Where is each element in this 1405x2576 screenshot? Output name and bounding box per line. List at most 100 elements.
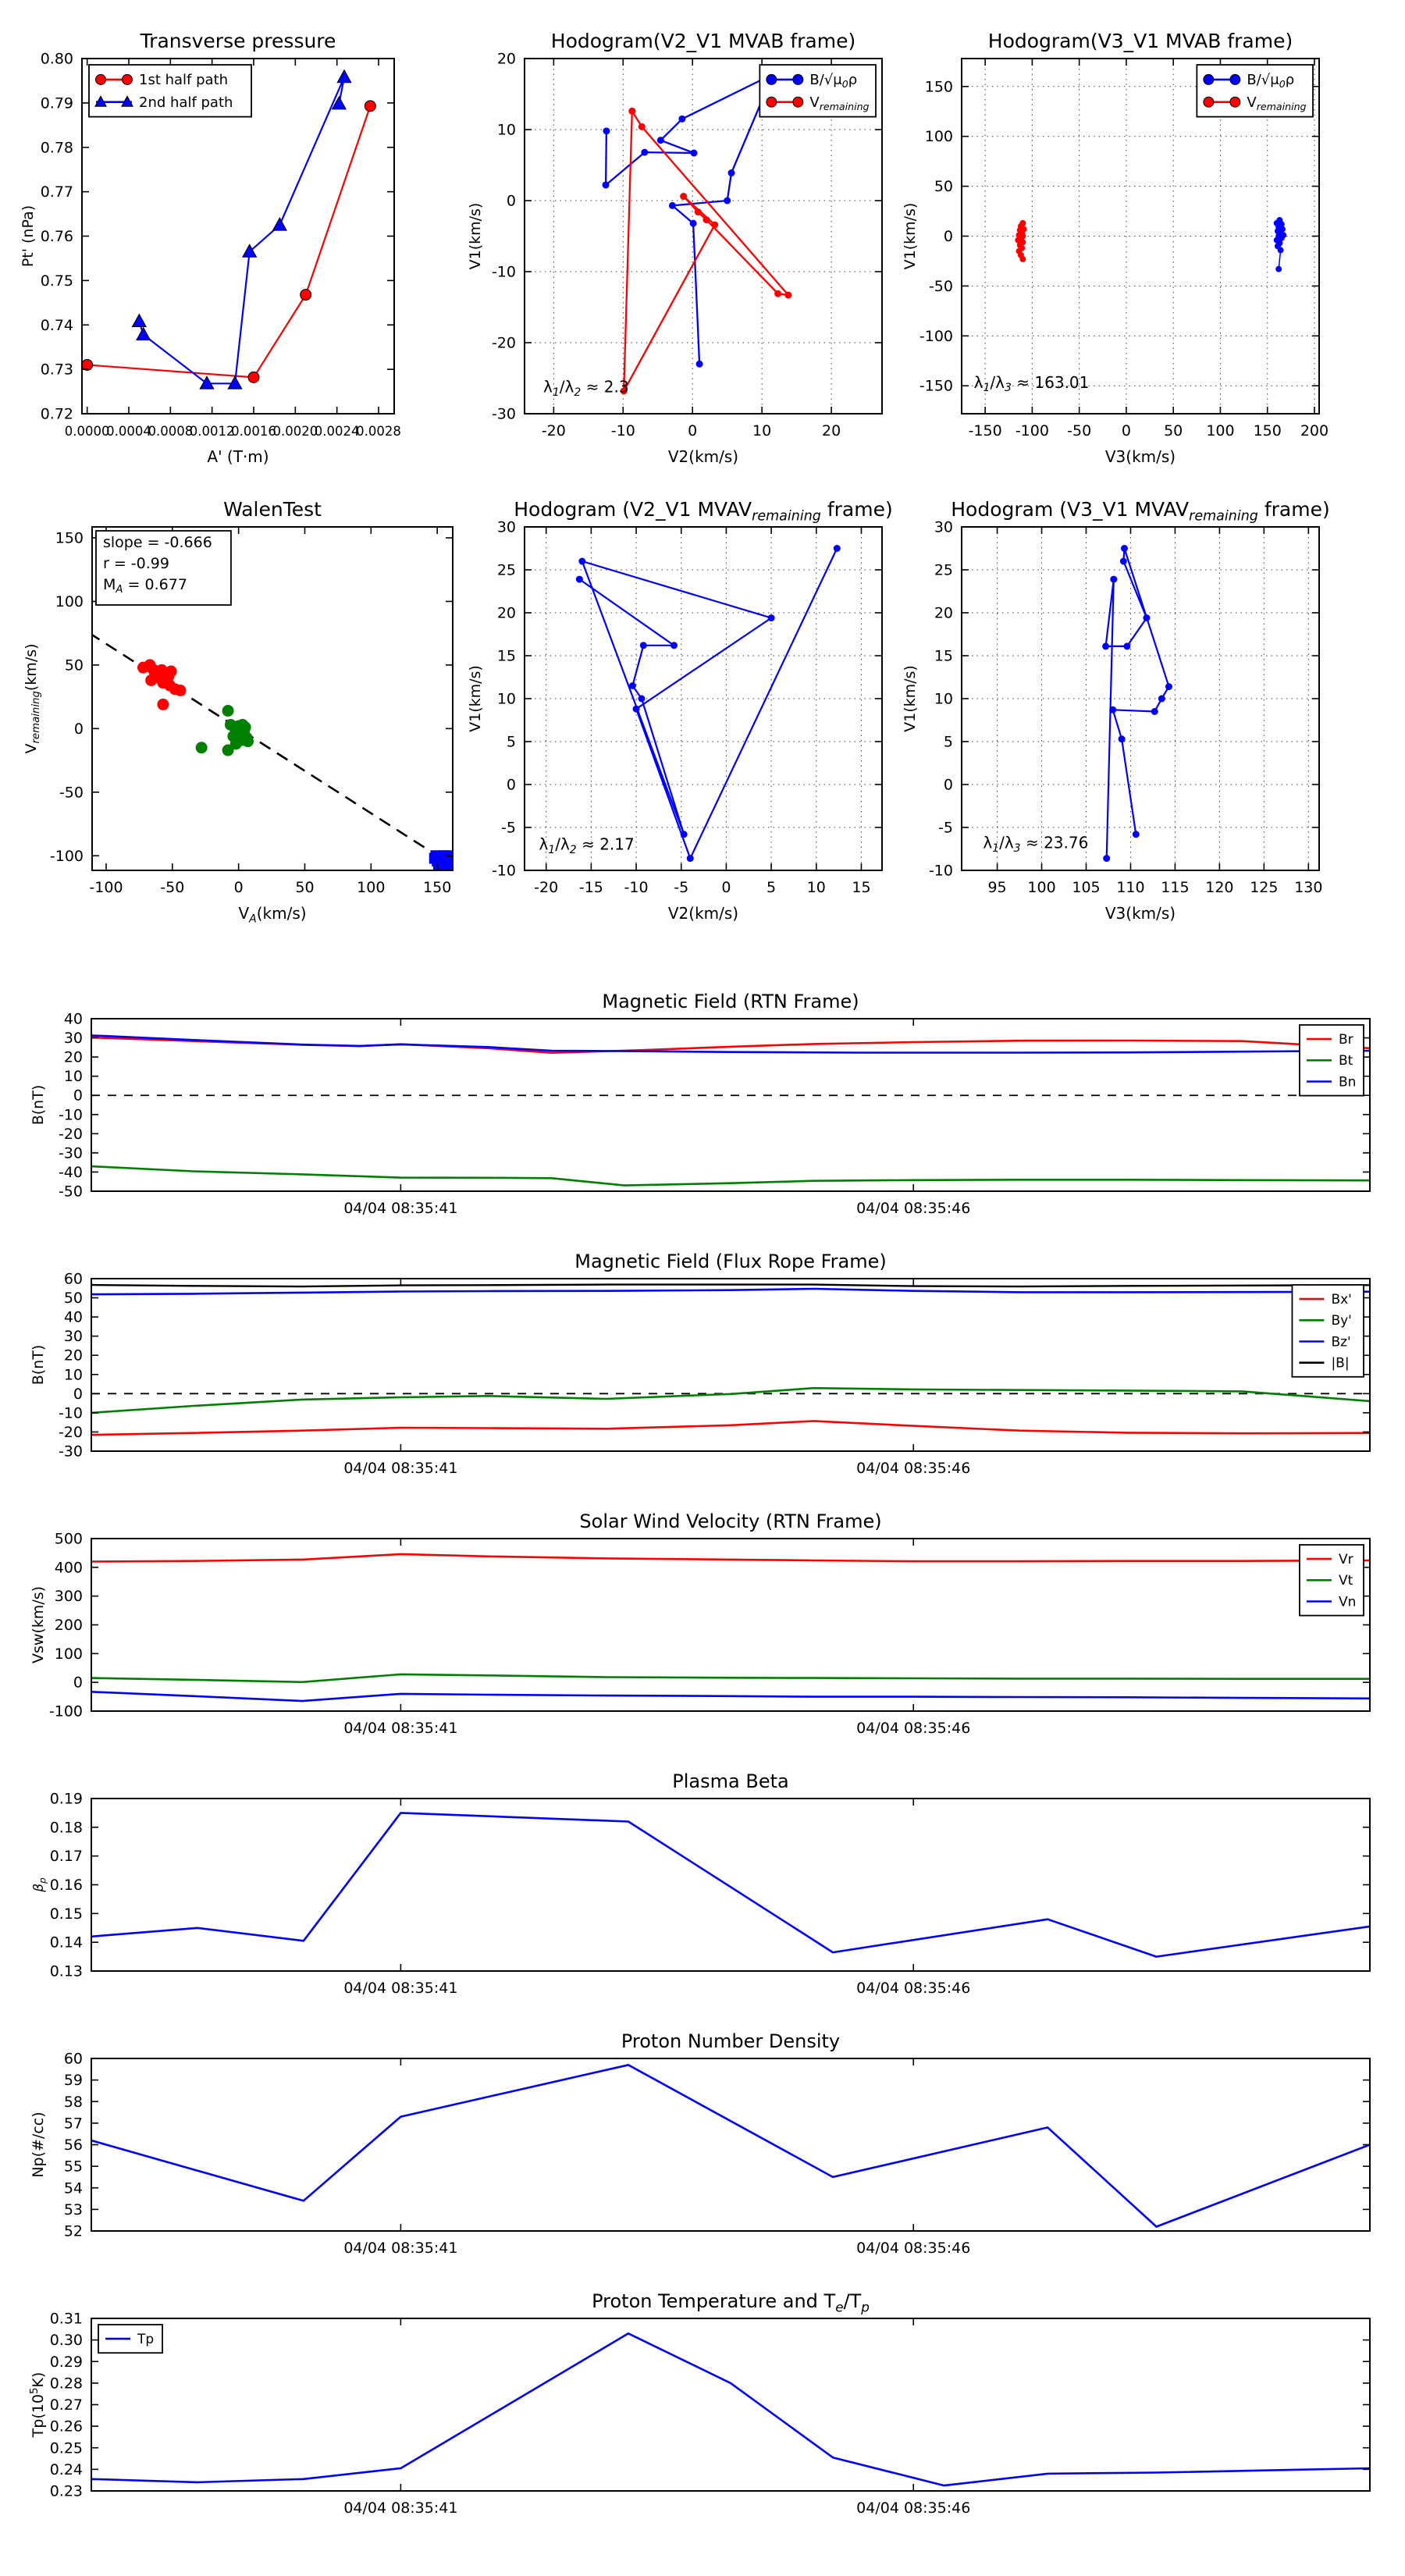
mag-fluxrope-series-B-magnitude bbox=[91, 1283, 1370, 1288]
mag-fluxrope-ytick: -30 bbox=[59, 1443, 83, 1461]
mag-fluxrope-series-Bx-prime bbox=[91, 1420, 1370, 1436]
transverse-pressure-xtick: 0.0024 bbox=[315, 424, 360, 439]
hodogram-v2v1-mvav-title: Hodogram (V2_V1 MVAVremaining frame) bbox=[514, 498, 893, 525]
walen-test-xtick: 0 bbox=[234, 879, 244, 896]
hodogram-v3v1-mvab-ytick: 0 bbox=[944, 228, 953, 245]
mag-rtn-ytick: 40 bbox=[64, 1011, 83, 1028]
proton-density-title: Proton Number Density bbox=[621, 2030, 840, 2052]
hodogram-v2v1-mvav-xtick: -20 bbox=[534, 879, 558, 896]
proton-temp-ytick: 0.27 bbox=[50, 2396, 83, 2414]
hodogram-v2v1-mvav-annotation: λ1/λ2 ≈ 2.17 bbox=[539, 835, 634, 856]
vsw-rtn-ytick: 500 bbox=[55, 1531, 83, 1548]
walen-test-xtick: -50 bbox=[160, 879, 184, 896]
panel-proton-temp: 04/04 08:35:41 04/04 08:35:46 0.31 0.30 0.29… bbox=[29, 2290, 1371, 2517]
proton-temp-title: Proton Temperature and Te/Tp bbox=[592, 2290, 870, 2314]
walen-test-ytick: 100 bbox=[55, 593, 84, 610]
panel-proton-density: 04/04 08:35:41 04/04 08:35:46 60 59 58 57 56 55… bbox=[30, 2030, 1371, 2257]
hodogram-v3v1-mvab-ytick: 100 bbox=[925, 128, 953, 145]
hodogram-v2v1-mvav-ytick: 0 bbox=[507, 777, 516, 794]
hodogram-v3v1-mvav-ytick: 30 bbox=[934, 519, 953, 536]
panel-hodogram-v3v1-mvav: 95 100 105 110 115 120 125 130302520151050-5-10… bbox=[902, 498, 1330, 923]
transverse-pressure-legend: 1st half path 2nd half path bbox=[88, 64, 252, 118]
hodogram-v2v1-mvab-legend-label: Vremaining bbox=[809, 94, 869, 112]
hodogram-v2v1-mvav-xtick: -15 bbox=[579, 879, 603, 896]
hodogram-v3v1-mvav-xtick: 115 bbox=[1161, 879, 1189, 896]
proton-temp-ytick: 0.25 bbox=[50, 2439, 83, 2457]
hodogram-v2v1-mvav-xlabel: V2(km/s) bbox=[668, 904, 738, 923]
panel-vsw-rtn: 04/04 08:35:41 04/04 08:35:46 500 400 300 200… bbox=[30, 1510, 1371, 1737]
hodogram-v3v1-mvav-ytick: 20 bbox=[934, 605, 953, 622]
proton-temp-ytick: 0.24 bbox=[50, 2461, 83, 2478]
proton-temp-ytick: 0.26 bbox=[50, 2418, 83, 2435]
hodogram-v3v1-mvab-series-V-remaining-cluster bbox=[1015, 219, 1027, 262]
hodogram-v2v1-mvav-ytick: 30 bbox=[497, 519, 516, 536]
hodogram-v3v1-mvav-ytick: 5 bbox=[944, 734, 953, 751]
hodogram-v3v1-mvav-ylabel: V1(km/s) bbox=[902, 665, 919, 732]
hodogram-v3v1-mvab-xtick: 150 bbox=[1254, 422, 1282, 439]
mag-fluxrope-legend-label: Bz' bbox=[1331, 1334, 1350, 1350]
walen-test-ytick: 0 bbox=[74, 720, 84, 738]
proton-density-ytick: 54 bbox=[64, 2179, 83, 2197]
proton-density-series-Np bbox=[91, 2064, 1370, 2228]
walen-test-series-ht-frame-points bbox=[429, 850, 453, 870]
hodogram-v3v1-mvab-ytick: -100 bbox=[919, 328, 953, 345]
mag-rtn-legend-label: Bt bbox=[1339, 1053, 1353, 1069]
proton-temp-xtick: 04/04 08:35:46 bbox=[856, 2500, 970, 2517]
transverse-pressure-series-2nd-half-path bbox=[131, 69, 352, 390]
vsw-rtn-xtick: 04/04 08:35:41 bbox=[343, 1720, 457, 1737]
hodogram-v3v1-mvav-ytick: 25 bbox=[934, 562, 953, 579]
hodogram-v3v1-mvav-ytick: 0 bbox=[944, 777, 953, 794]
hodogram-v3v1-mvab-ytick: 150 bbox=[925, 78, 953, 95]
walen-test-series-first-half-points bbox=[137, 659, 187, 710]
mag-fluxrope-xtick: 04/04 08:35:46 bbox=[856, 1460, 970, 1477]
hodogram-v2v1-mvab-xtick: 10 bbox=[752, 422, 771, 439]
transverse-pressure-series-1st-half-path bbox=[82, 100, 376, 383]
walen-test-series-second-half-points bbox=[195, 705, 254, 756]
hodogram-v2v1-mvab-annotation: λ1/λ2 ≈ 2.3 bbox=[543, 378, 629, 399]
vsw-rtn-series-Vn bbox=[91, 1691, 1370, 1703]
plasma-beta-title: Plasma Beta bbox=[672, 1770, 788, 1792]
vsw-rtn-series-Vt bbox=[91, 1673, 1370, 1684]
transverse-pressure-xtick: 0.0000 bbox=[65, 424, 110, 439]
transverse-pressure-ytick: 0.79 bbox=[41, 94, 73, 112]
proton-density-ytick: 60 bbox=[64, 2051, 83, 2068]
transverse-pressure-xtick: 0.0020 bbox=[272, 424, 318, 439]
hodogram-v2v1-mvav-ytick: 5 bbox=[507, 734, 516, 751]
transverse-pressure-legend-label: 2nd half path bbox=[139, 94, 233, 111]
plasma-beta-ytick: 0.18 bbox=[50, 1819, 83, 1836]
proton-temp-ytick: 0.30 bbox=[50, 2332, 83, 2349]
hodogram-v2v1-mvab-ytick: -10 bbox=[492, 264, 516, 281]
hodogram-v3v1-mvav-ytick: 15 bbox=[934, 648, 953, 665]
transverse-pressure-xtick: 0.0012 bbox=[190, 424, 235, 439]
vsw-rtn-legend-label: Vn bbox=[1339, 1594, 1356, 1610]
hodogram-v2v1-mvab-ytick: -20 bbox=[492, 335, 516, 352]
hodogram-v2v1-mvab-title: Hodogram(V2_V1 MVAB frame) bbox=[551, 30, 855, 52]
hodogram-v2v1-mvav-ytick: 25 bbox=[497, 562, 516, 579]
mag-fluxrope-ytick: 60 bbox=[64, 1271, 83, 1288]
vsw-rtn-series-Vr bbox=[91, 1553, 1370, 1563]
proton-density-xtick: 04/04 08:35:41 bbox=[343, 2240, 457, 2257]
hodogram-v2v1-mvab-xtick: 0 bbox=[688, 422, 697, 439]
panel-hodogram-v2v1-mvab: -20 -10 0 10 20 20 10 0 -10 -20 -30 Hodogram(V2_V1 … bbox=[467, 30, 883, 466]
walen-test-stats-line: MA = 0.677 bbox=[103, 576, 187, 596]
proton-temp-ytick: 0.23 bbox=[50, 2483, 83, 2500]
mag-fluxrope-ytick: 10 bbox=[64, 1366, 83, 1383]
hodogram-v3v1-mvav-xtick: 105 bbox=[1072, 879, 1100, 896]
hodogram-v3v1-mvav-annotation: λ1/λ3 ≈ 23.76 bbox=[983, 833, 1088, 854]
panel-mag-rtn: 04/04 08:35:41 04/04 08:35:46 40 30 20 10 0-10… bbox=[30, 991, 1371, 1217]
hodogram-v3v1-mvab-xtick: -100 bbox=[1016, 422, 1049, 439]
transverse-pressure-xtick: 0.0008 bbox=[148, 424, 193, 439]
mag-fluxrope-title: Magnetic Field (Flux Rope Frame) bbox=[574, 1251, 886, 1272]
plasma-beta-ytick: 0.14 bbox=[50, 1934, 83, 1952]
hodogram-v2v1-mvab-ytick: 20 bbox=[497, 51, 516, 68]
mag-rtn-ytick: 30 bbox=[64, 1030, 83, 1047]
proton-density-ytick: 59 bbox=[64, 2072, 83, 2089]
mag-fluxrope-legend-label: By' bbox=[1331, 1313, 1351, 1329]
mag-rtn-ytick: -40 bbox=[59, 1164, 83, 1181]
hodogram-v3v1-mvab-ytick: -50 bbox=[929, 278, 953, 295]
walen-test-ytick: 50 bbox=[65, 656, 84, 674]
mag-rtn-legend: Br Bt Bn bbox=[1299, 1024, 1364, 1097]
vsw-rtn-title: Solar Wind Velocity (RTN Frame) bbox=[579, 1510, 881, 1532]
hodogram-v3v1-mvab-xtick: 50 bbox=[1164, 422, 1183, 439]
hodogram-v3v1-mvab-series-B-alfven-cluster bbox=[1273, 217, 1287, 272]
